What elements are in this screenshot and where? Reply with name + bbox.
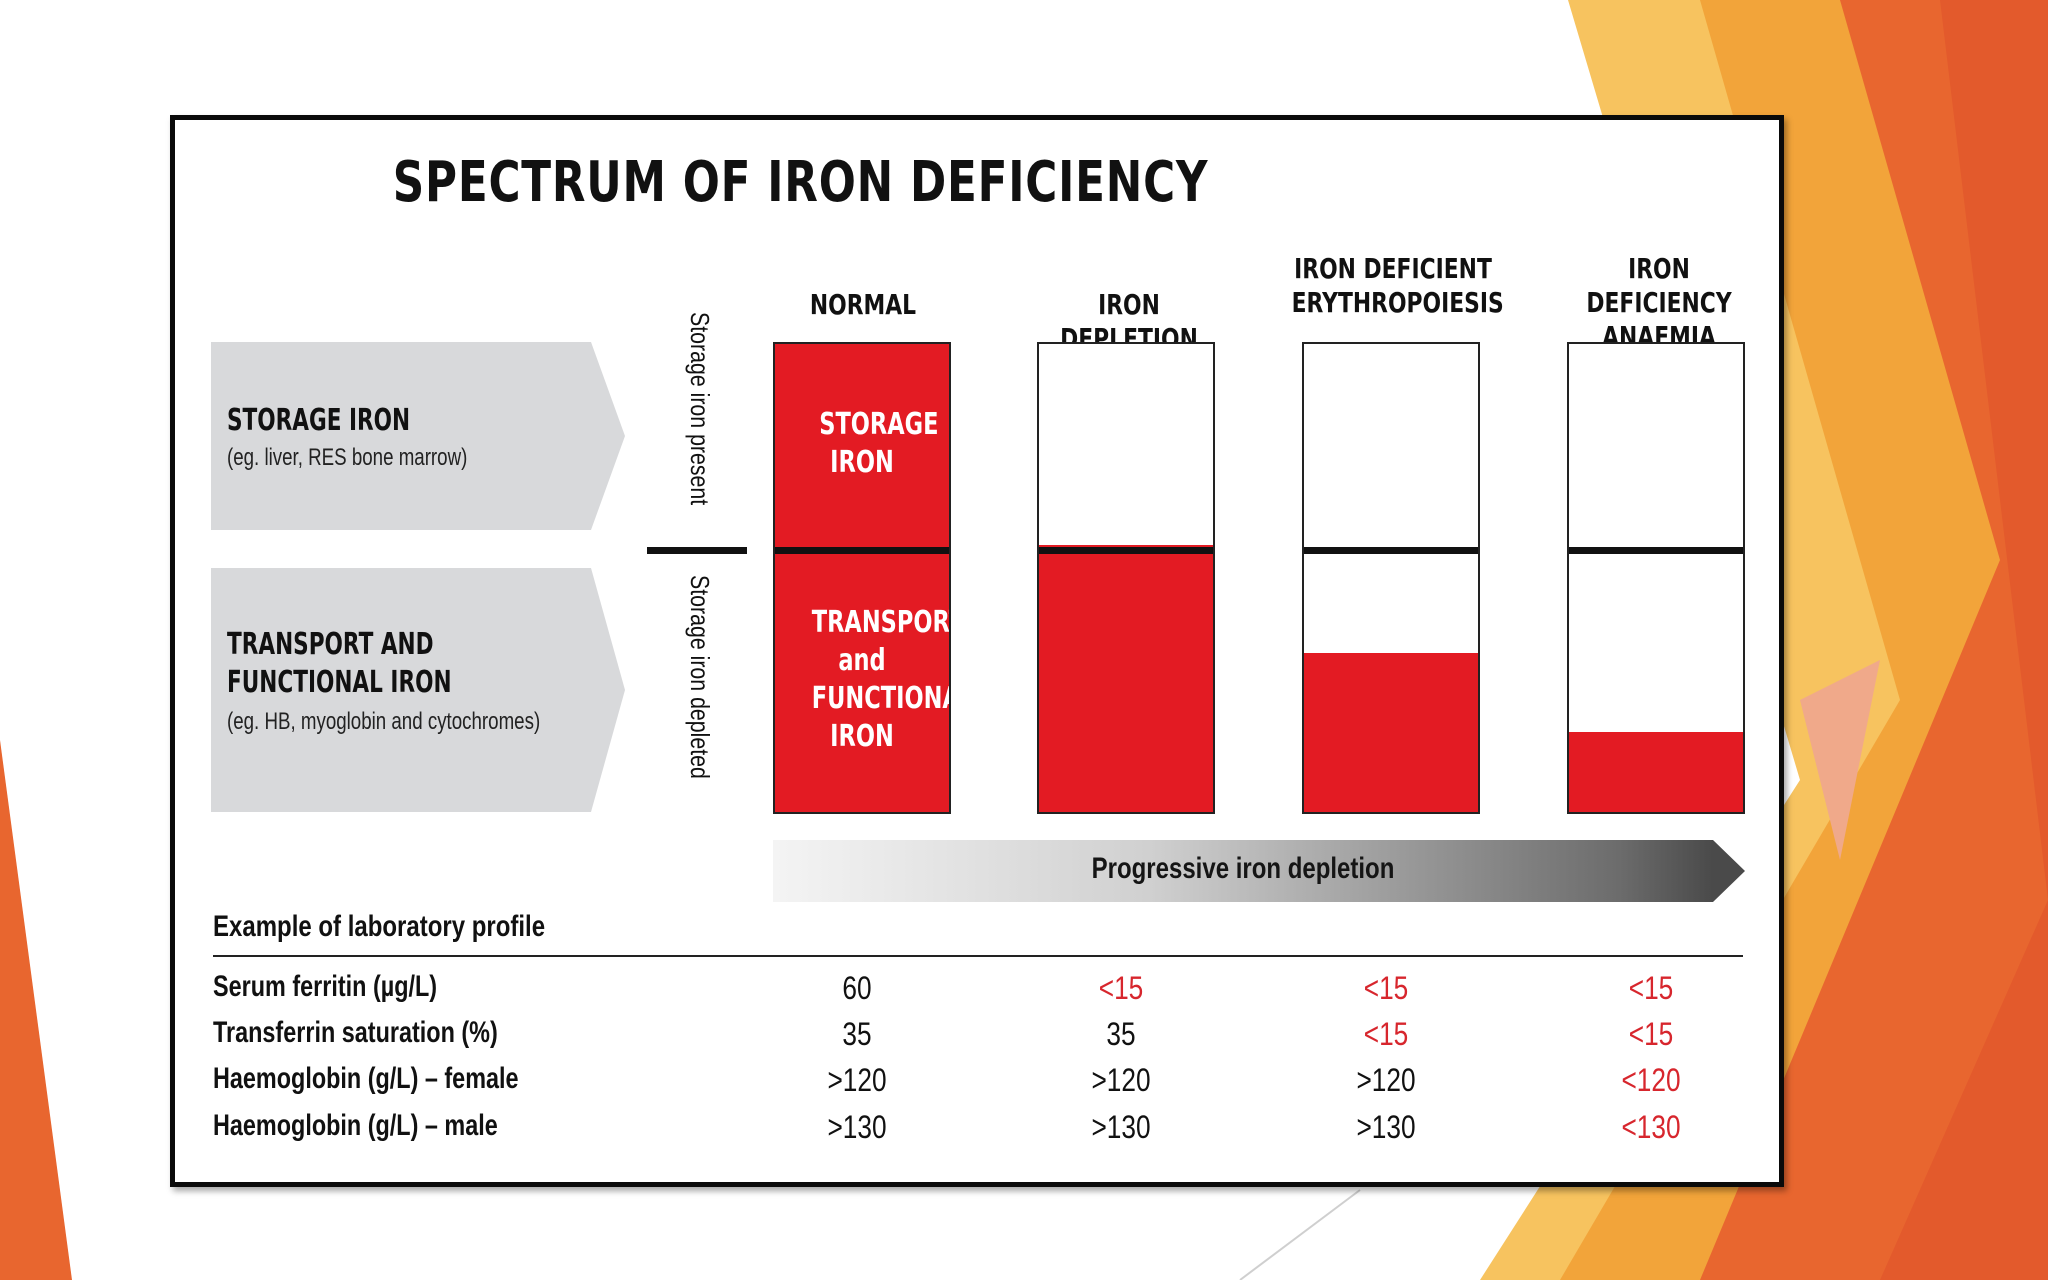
lab-row-name: Serum ferritin (µg/L) [213, 970, 438, 1003]
lab-row: Haemoglobin (g/L) – male >130 >130 >130 <130 [175, 1109, 1779, 1155]
transport-iron-panel-arrow [591, 568, 625, 812]
lab-value: <15 [1628, 970, 1674, 1006]
lab-value: >130 [1091, 1109, 1151, 1145]
right-pink-shape [1800, 660, 1880, 860]
lab-row: Serum ferritin (µg/L) 60 <15 <15 <15 [175, 970, 1779, 1016]
threshold-line-iron-deficiency-anaemia [1569, 547, 1743, 554]
lab-profile-divider [213, 955, 1743, 957]
transport-iron-panel: TRANSPORT AND FUNCTIONAL IRON (eg. HB, m… [211, 568, 591, 812]
bar-iron-depletion [1037, 342, 1215, 814]
storage-iron-present-label: Storage iron present [685, 312, 715, 506]
bar-iron-deficient-erythropoiesis [1302, 342, 1480, 814]
bar-fill-normal [775, 344, 949, 812]
lab-row-name: Haemoglobin (g/L) – male [213, 1109, 498, 1142]
lab-value: <130 [1621, 1109, 1681, 1145]
transport-iron-title-line1: TRANSPORT AND [227, 627, 434, 662]
threshold-line-normal [775, 547, 949, 554]
storage-iron-subtitle: (eg. liver, RES bone marrow) [227, 444, 468, 471]
lab-value: >120 [827, 1062, 887, 1098]
infographic-frame: SPECTRUM OF IRON DEFICIENCY NORMAL IRON … [170, 115, 1784, 1187]
lab-value: <15 [1363, 970, 1409, 1006]
lab-row: Haemoglobin (g/L) – female >120 >120 >120 <1… [175, 1062, 1779, 1108]
transport-iron-subtitle: (eg. HB, myoglobin and cytochromes) [227, 708, 541, 735]
storage-iron-panel-arrow [591, 342, 625, 530]
lab-row-name: Transferrin saturation (%) [213, 1016, 498, 1049]
bar-iron-deficiency-anaemia [1567, 342, 1745, 814]
lab-value: 60 [842, 970, 872, 1006]
lab-value: 35 [842, 1016, 872, 1052]
transport-iron-title-line2: FUNCTIONAL IRON [227, 665, 452, 700]
lab-profile-heading: Example of laboratory profile [213, 910, 546, 943]
lab-value: >120 [1356, 1062, 1416, 1098]
lab-value: 35 [1106, 1016, 1136, 1052]
bar-fill-iron-deficiency-anaemia [1569, 732, 1743, 812]
bar-fill-iron-deficient-erythropoiesis [1304, 653, 1478, 812]
storage-iron-title: STORAGE IRON [227, 403, 411, 438]
progressive-depletion-arrow: Progressive iron depletion [773, 840, 1713, 902]
storage-divider-tick [647, 547, 747, 554]
lab-row: Transferrin saturation (%) 35 35 <15 <15 [175, 1016, 1779, 1062]
lab-value: >120 [1091, 1062, 1151, 1098]
left-orange-shape [0, 740, 72, 1280]
page-title: SPECTRUM OF IRON DEFICIENCY [392, 150, 1209, 215]
storage-iron-panel: STORAGE IRON (eg. liver, RES bone marrow… [211, 342, 591, 530]
progressive-depletion-arrowhead [1713, 840, 1745, 902]
column-header-normal: NORMAL [809, 288, 917, 321]
bar-text-transport-functional-iron: TRANSPORT and FUNCTIONAL IRON [811, 605, 951, 754]
bar-normal: STORAGE IRON TRANSPORT and FUNCTIONAL IR… [773, 342, 951, 814]
threshold-line-iron-deficient-erythropoiesis [1304, 547, 1478, 554]
right-dark-orange-shape [1880, 0, 2048, 1280]
right-red-orange-shape [1700, 0, 2048, 1280]
column-header-iron-deficiency-anaemia: IRON DEFICIENCY ANAEMIA [1586, 252, 1732, 353]
thin-line [1239, 1189, 1361, 1280]
lab-value: <15 [1628, 1016, 1674, 1052]
lab-value: <120 [1621, 1062, 1681, 1098]
threshold-line-iron-depletion [1039, 547, 1213, 554]
lab-value: >130 [827, 1109, 887, 1145]
progressive-depletion-label: Progressive iron depletion [1091, 852, 1395, 885]
lab-value: <15 [1363, 1016, 1409, 1052]
lab-row-name: Haemoglobin (g/L) – female [213, 1062, 519, 1095]
column-header-iron-deficient-erythropoiesis: IRON DEFICIENT ERYTHROPOIESIS [1291, 252, 1504, 319]
lab-value: <15 [1098, 970, 1144, 1006]
storage-iron-depleted-label: Storage iron depleted [685, 575, 715, 779]
bar-text-storage-iron: STORAGE IRON [819, 407, 939, 480]
bar-fill-iron-depletion [1039, 545, 1213, 812]
lab-value: >130 [1356, 1109, 1416, 1145]
